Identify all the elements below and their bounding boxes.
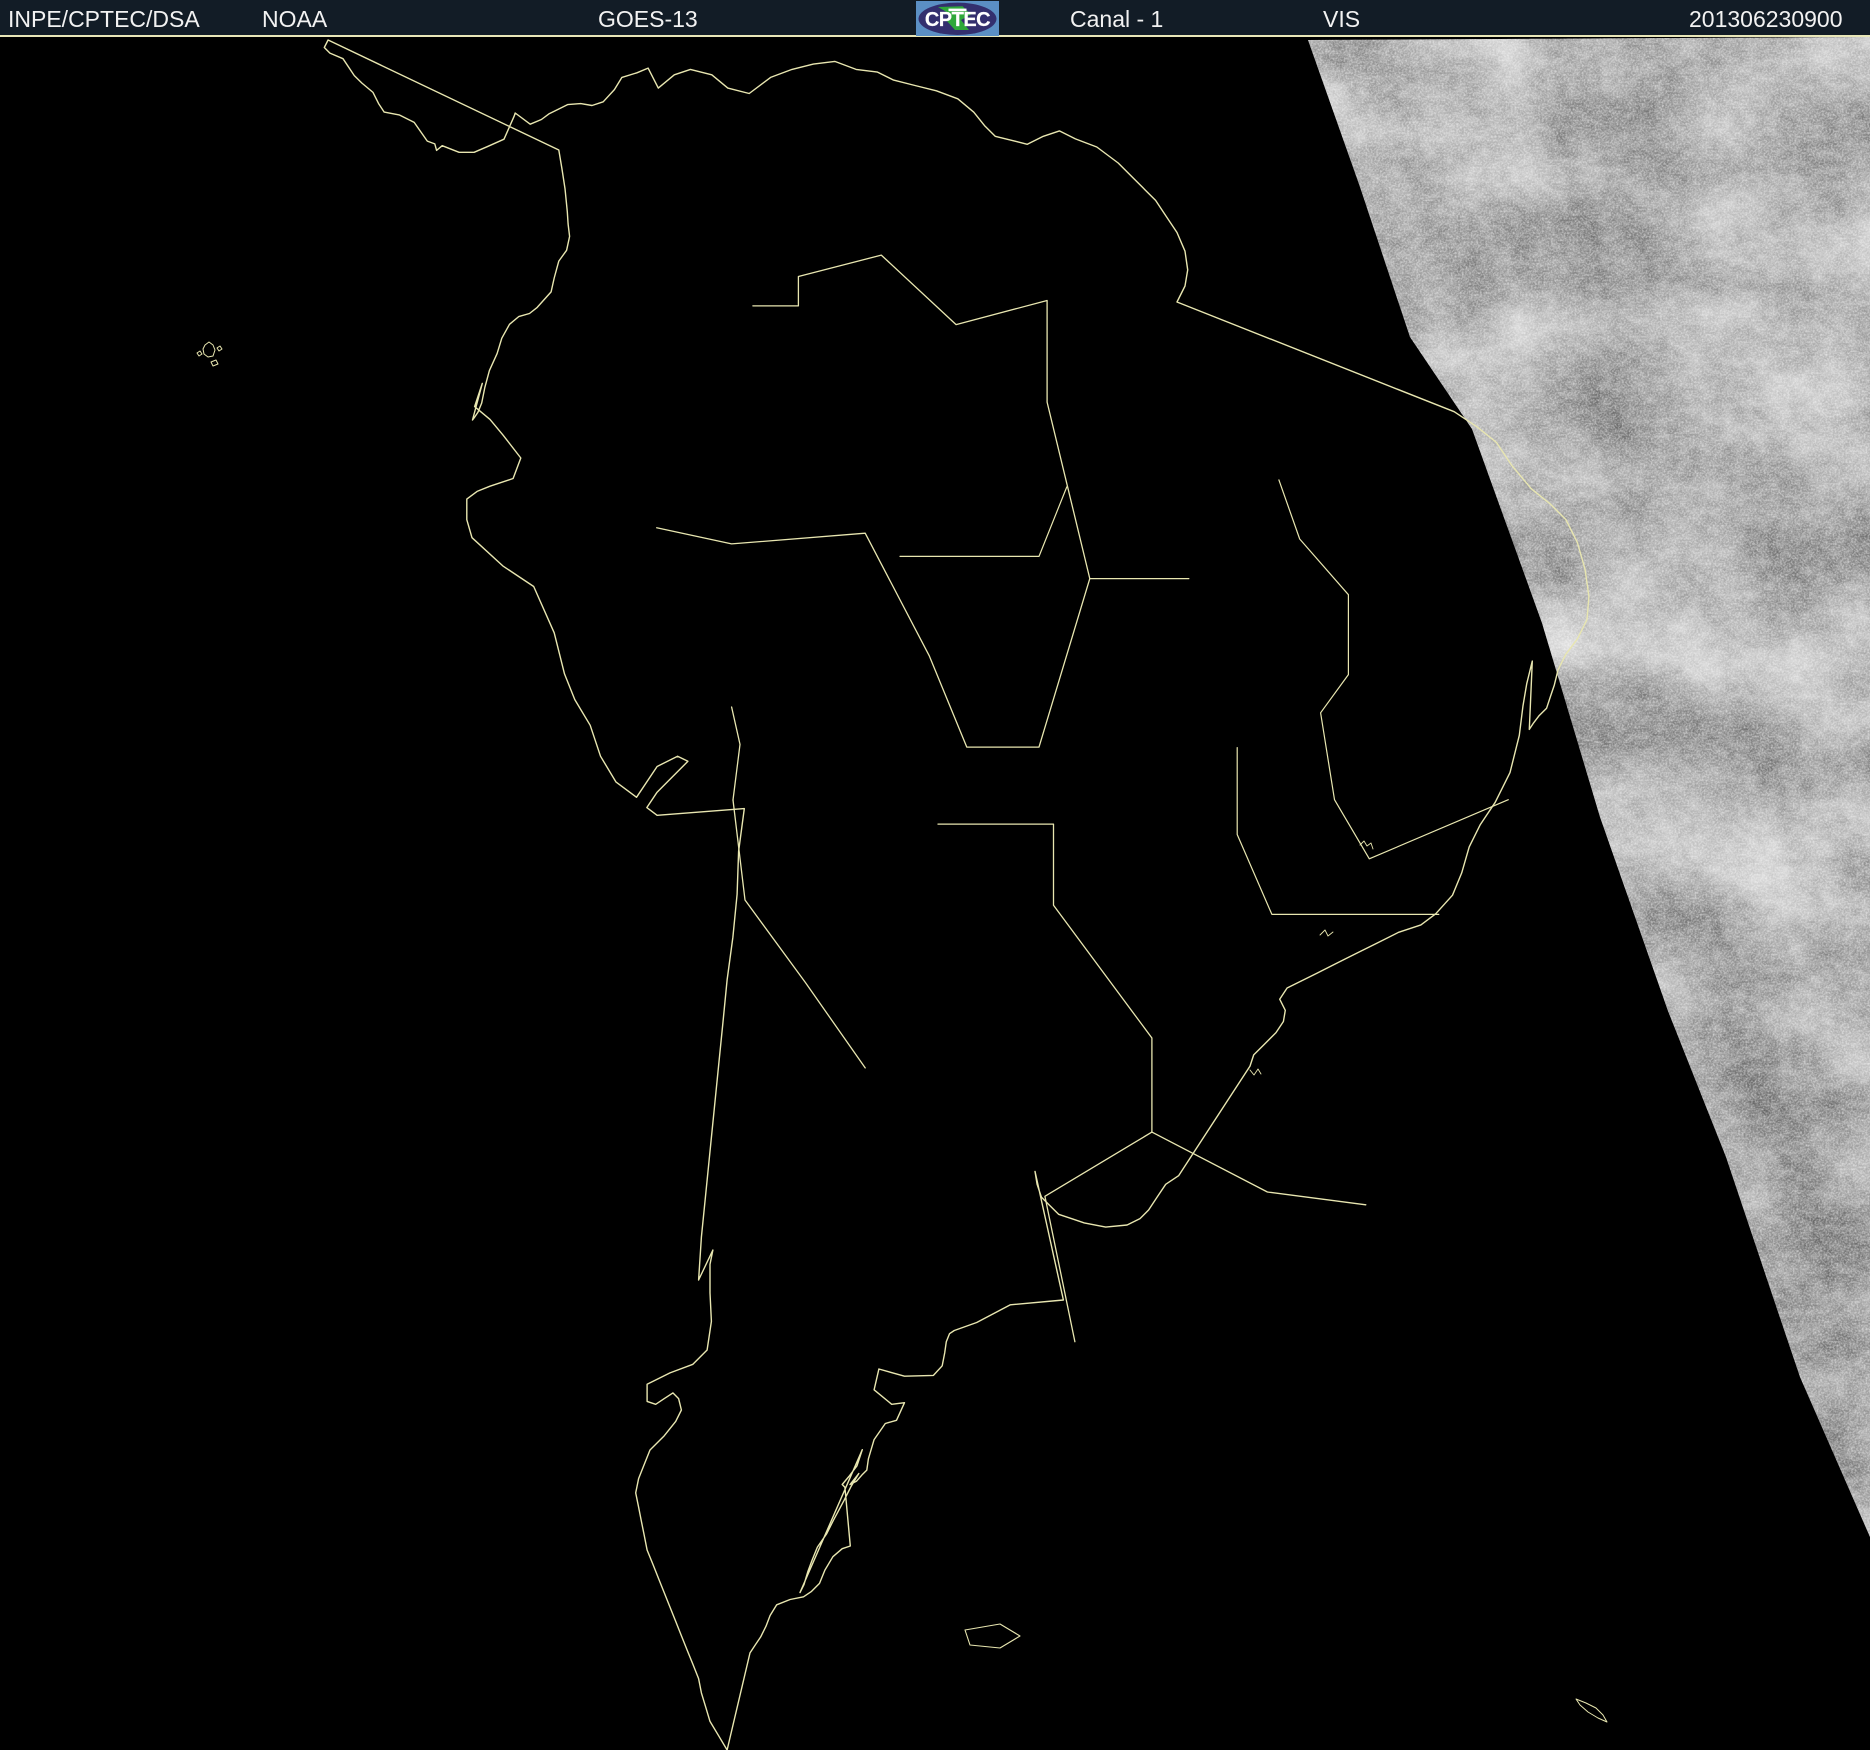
svg-text:CPTEC: CPTEC bbox=[925, 9, 990, 31]
